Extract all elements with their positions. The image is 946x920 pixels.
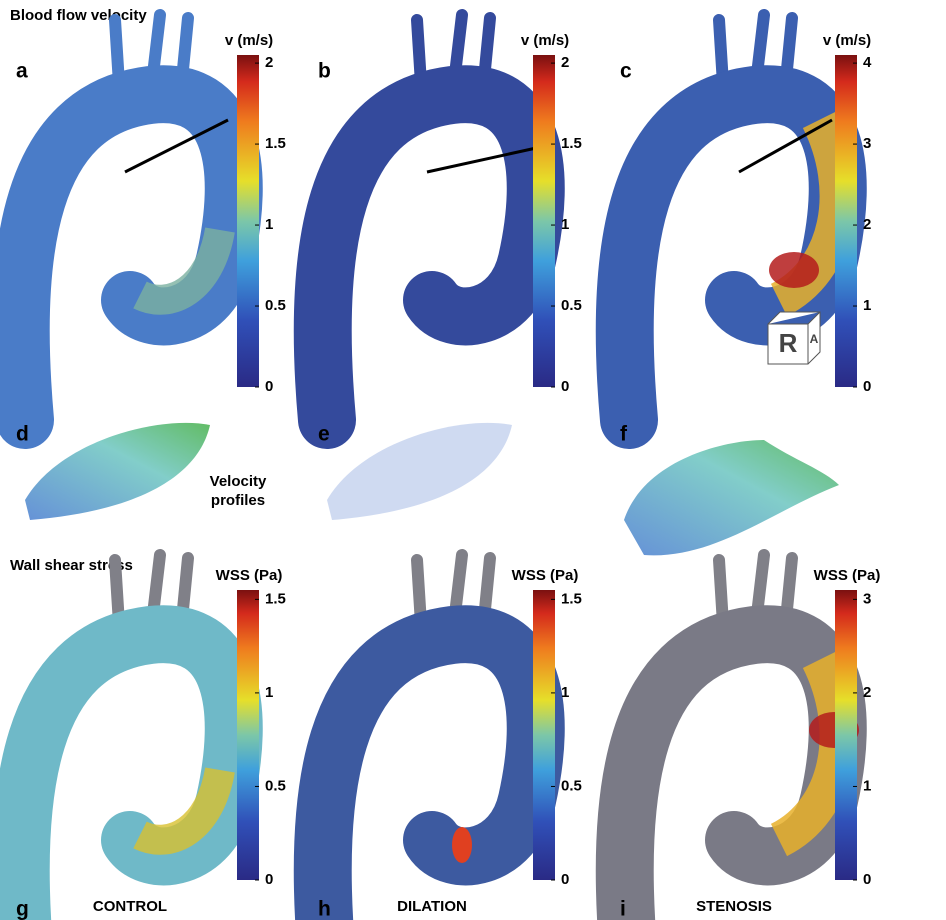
aorta [323,555,536,920]
colorbar-tick-label: 0 [863,378,871,395]
colorbar-title: WSS (Pa) [512,567,579,584]
panel-caption: CONTROL [93,898,167,915]
profile-surface [624,440,839,555]
profile-surface [25,423,210,520]
colorbar-tick-label: 0.5 [265,777,286,794]
colorbar-tick-label: 1.5 [265,135,286,152]
colorbar [835,590,857,880]
panel-letter: a [16,60,28,83]
velocity-region [140,770,220,840]
aorta [625,555,859,920]
colorbar-tick-label: 0.5 [561,777,582,794]
colorbar-tick-label: 1 [863,297,871,314]
colorbar-tick-label: 0 [863,871,871,888]
colorbar-tick-label: 0 [265,871,273,888]
colorbar [533,590,555,880]
figure-canvas: Blood flow velocity Wall shear stress RA… [0,0,946,920]
colorbar-tick-label: 1 [863,777,871,794]
colorbar-tick-label: 2 [863,216,871,233]
colorbar-tick-label: 4 [863,54,872,71]
aorta-wall [625,634,838,920]
colorbar-tick-label: 1 [265,684,273,701]
colorbar-title: v (m/s) [521,32,569,49]
colorbar-tick-label: 2 [265,54,273,71]
colorbar [237,55,259,387]
colorbar-title: WSS (Pa) [814,567,881,584]
high-velocity-region [769,252,819,288]
panel-letter: e [318,423,330,446]
cube-front-label: R [779,328,798,358]
colorbar-tick-label: 0 [561,378,569,395]
panel-letter: c [620,60,632,83]
panel-letter: b [318,60,331,83]
panel-letter: g [16,898,29,920]
colorbar [237,590,259,880]
colorbar-title: v (m/s) [823,32,871,49]
colorbar [835,55,857,387]
colorbar-tick-label: 0 [265,378,273,395]
section-title: Blood flow velocity [10,7,147,24]
high-wss-region [452,827,472,863]
colorbar-tick-label: 1 [561,216,569,233]
aorta [21,555,234,920]
colorbar-tick-label: 2 [561,54,569,71]
velocity-profile [25,423,210,520]
velocity-profile [624,440,839,555]
panel-letter: f [620,423,628,446]
velocity-region [140,230,220,300]
aorta-wall [323,634,536,920]
colorbar-tick-label: 0 [561,871,569,888]
colorbar-tick-label: 1 [561,684,569,701]
aorta-wall [21,634,234,920]
colorbar-tick-label: 1.5 [561,590,582,607]
aorta [21,15,234,420]
colorbar-tick-label: 1.5 [561,135,582,152]
aorta-wall [323,94,536,420]
colorbar [533,55,555,387]
colorbar-tick-label: 3 [863,135,871,152]
panel-letter: i [620,898,626,920]
colorbar-tick-label: 0.5 [561,297,582,314]
profile-surface [327,423,512,520]
colorbar-tick-label: 3 [863,590,871,607]
panel-caption: STENOSIS [696,898,772,915]
colorbar-tick-label: 0.5 [265,297,286,314]
cube-side-label: A [810,332,819,346]
panel-caption: DILATION [397,898,467,915]
figure: Blood flow velocity Wall shear stress RA… [0,0,946,920]
colorbar-tick-label: 2 [863,684,871,701]
panel-letter: h [318,898,331,920]
colorbar-title: WSS (Pa) [216,567,283,584]
colorbar-tick-label: 1 [265,216,273,233]
velocity-profiles-label: Velocity profiles [188,472,288,510]
colorbar-title: v (m/s) [225,32,273,49]
panel-letter: d [16,423,29,446]
velocity-profile [327,423,512,520]
aorta [323,15,550,420]
colorbar-tick-label: 1.5 [265,590,286,607]
